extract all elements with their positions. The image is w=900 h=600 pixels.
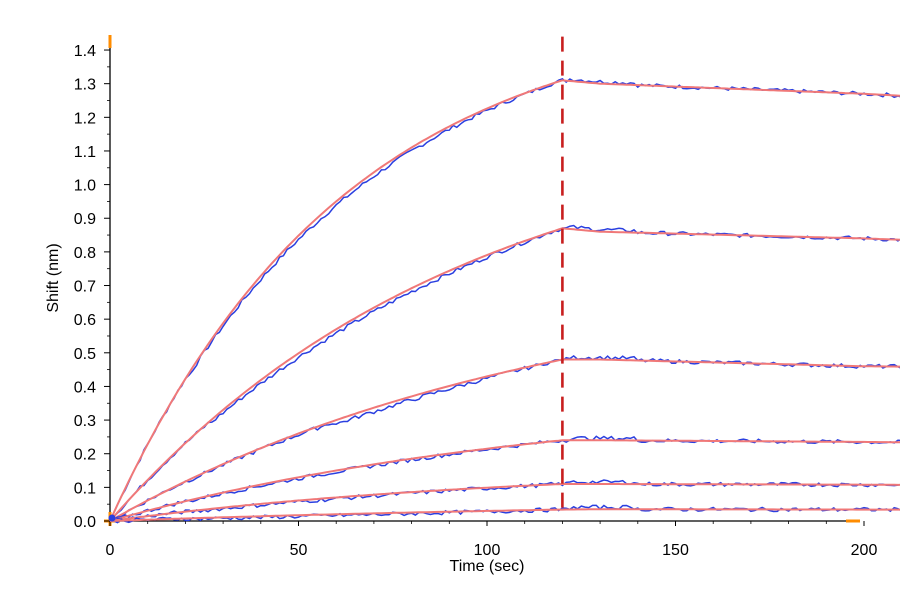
x-axis-ticks: 050100150200250300350: [106, 521, 878, 559]
x-tick-label: 0: [106, 542, 115, 559]
axes: [104, 35, 860, 526]
y-tick-label: 0.4: [74, 379, 96, 396]
data-series: [108, 78, 900, 524]
x-tick-label: 150: [662, 542, 689, 559]
y-tick-label: 0.0: [74, 514, 96, 531]
measured-series-line: [109, 504, 900, 524]
x-tick-label: 200: [851, 542, 878, 559]
y-tick-label: 0.1: [74, 480, 96, 497]
y-tick-label: 0.8: [74, 245, 96, 262]
fit-series-line: [109, 227, 900, 522]
y-tick-label: 1.4: [74, 43, 96, 60]
fit-series-line: [109, 79, 900, 522]
y-tick-label: 0.5: [74, 346, 96, 363]
measured-series-line: [109, 78, 900, 522]
x-tick-label: 100: [474, 542, 501, 559]
y-tick-label: 0.3: [74, 413, 96, 430]
measured-series-line: [109, 224, 900, 522]
y-tick-label: 0.6: [74, 312, 96, 329]
measured-series-line: [109, 354, 900, 522]
y-tick-label: 0.2: [74, 447, 96, 464]
fit-series-line: [109, 358, 900, 522]
y-tick-label: 1.2: [74, 110, 96, 127]
fit-series-line: [109, 508, 900, 522]
y-tick-label: 1.3: [74, 77, 96, 94]
y-tick-label: 0.9: [74, 211, 96, 228]
fit-series-line: [109, 439, 900, 522]
y-tick-label: 1.1: [74, 144, 96, 161]
y-tick-label: 1.0: [74, 178, 96, 195]
x-axis-title: Time (sec): [450, 558, 525, 575]
y-axis-title: Shift (nm): [45, 243, 62, 312]
y-axis-ticks: 0.0 0.1 0.2 0.3 0.4 0.5 0.6 0.7 0.8 0.9 1.0 1.1 1.2 1…: [74, 43, 110, 531]
origin-point: [108, 514, 116, 522]
y-tick-label: 0.7: [74, 279, 96, 296]
x-tick-label: 50: [290, 542, 308, 559]
fit-series-line: [109, 483, 900, 522]
